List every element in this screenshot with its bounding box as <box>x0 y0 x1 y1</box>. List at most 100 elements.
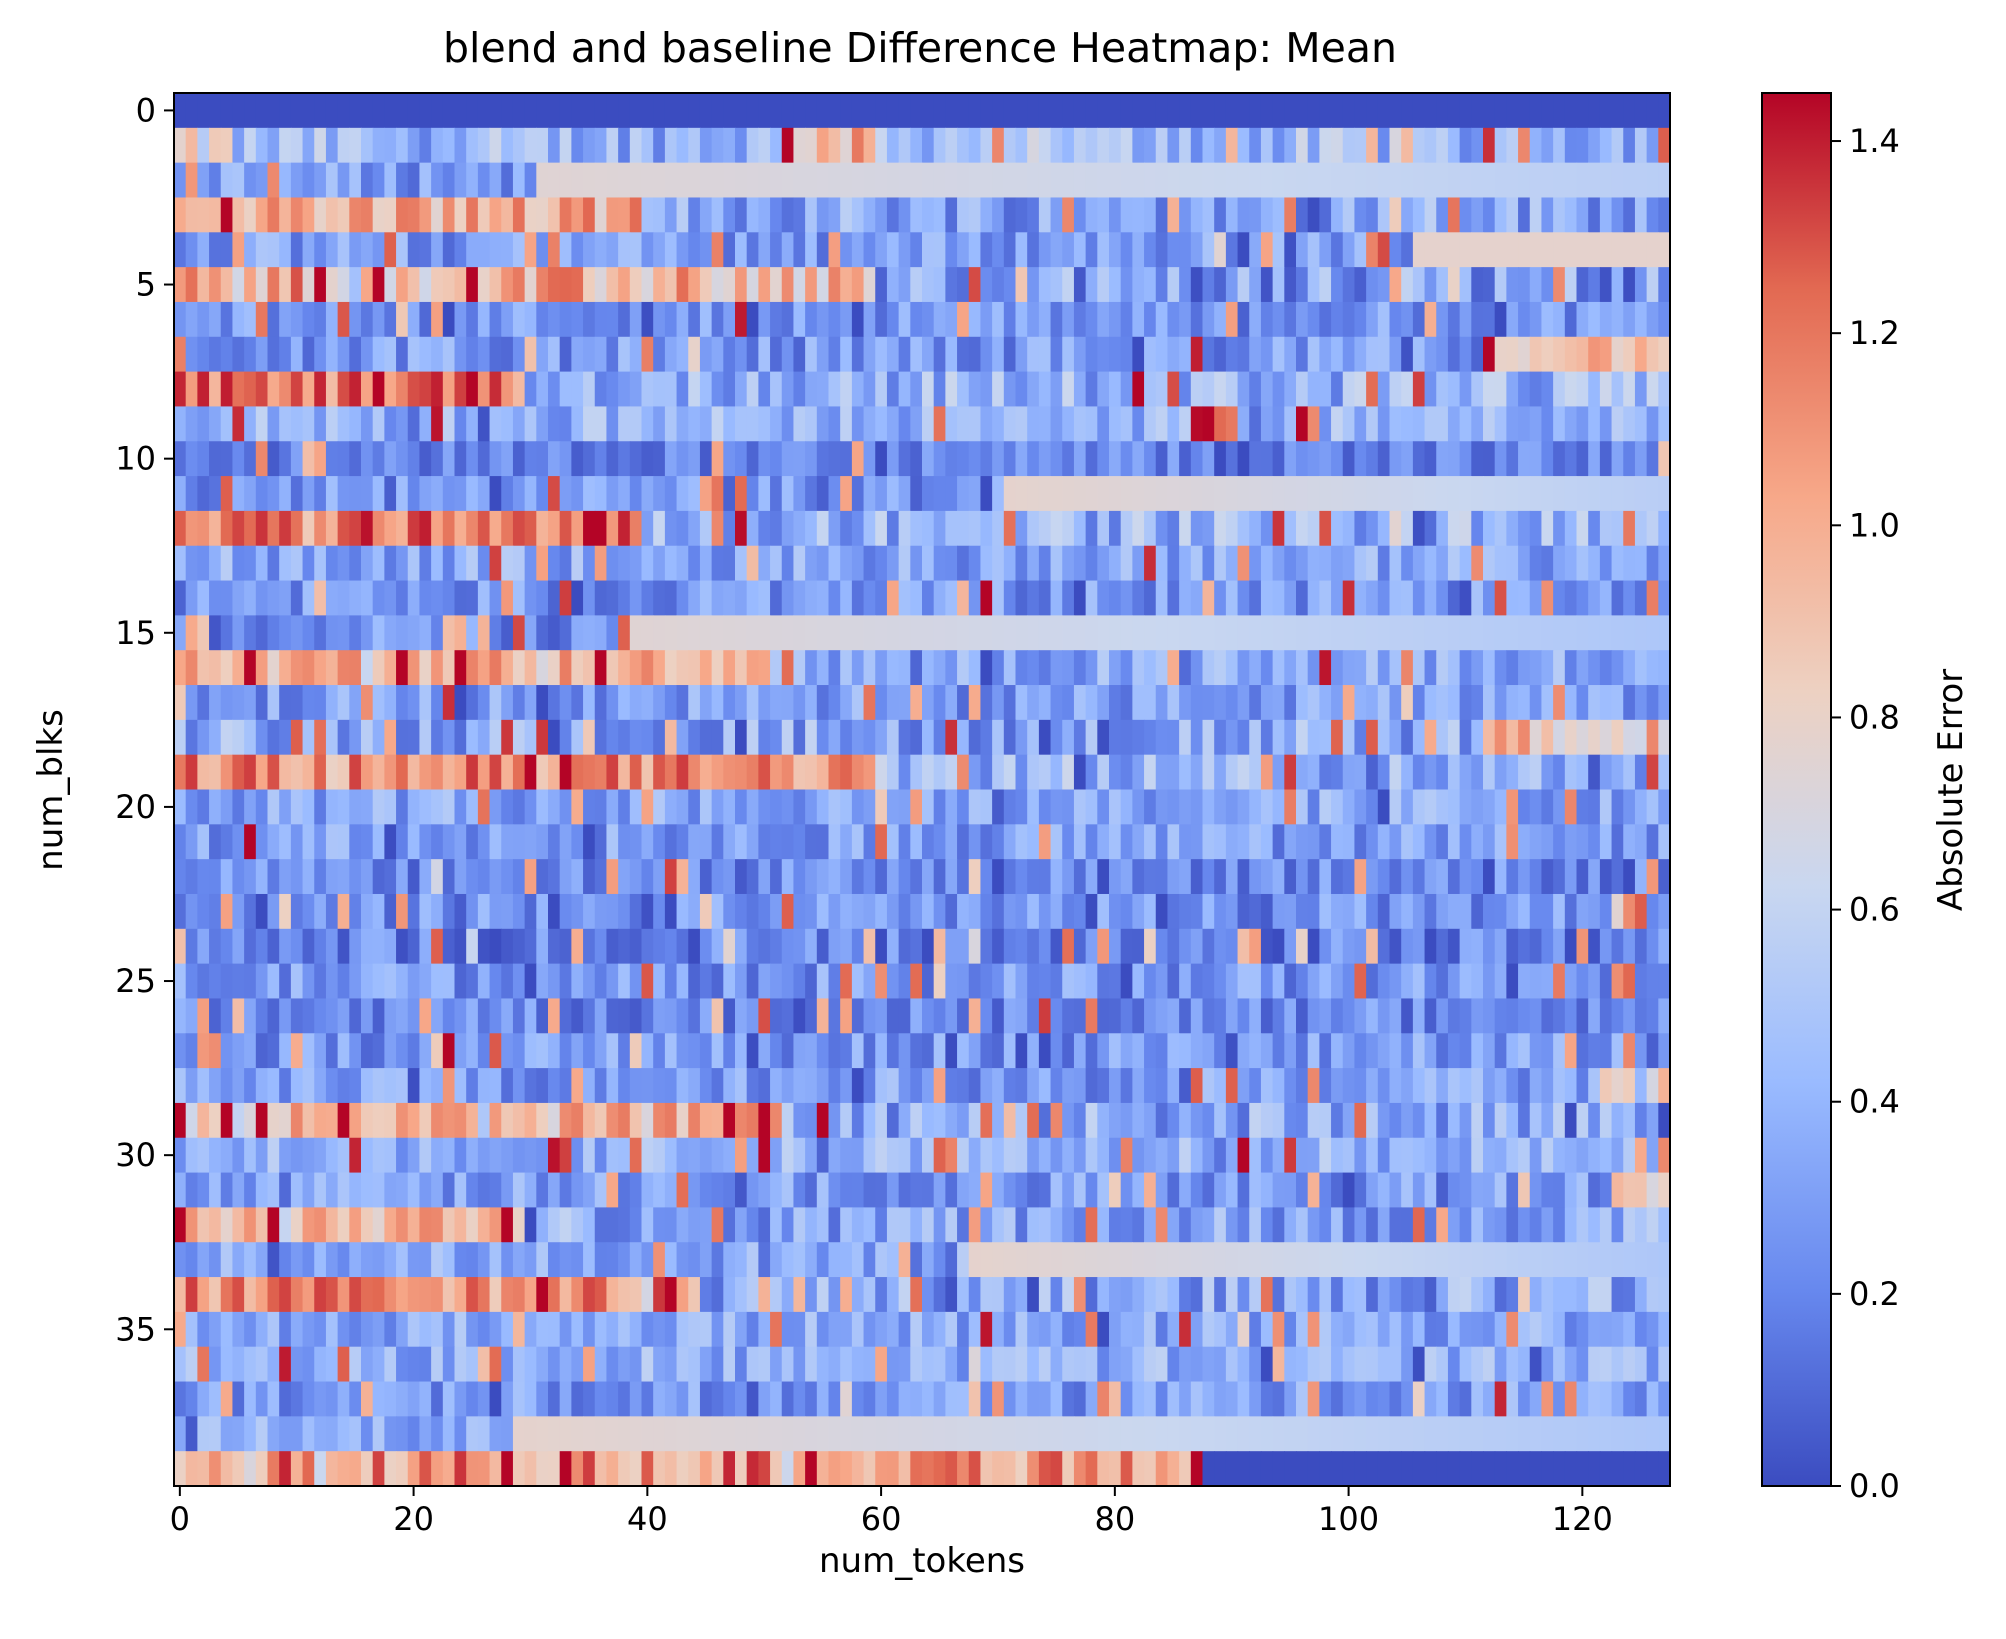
heatmap-cell <box>805 127 818 164</box>
heatmap-cell <box>1634 301 1648 338</box>
heatmap-cell <box>1225 998 1239 1034</box>
heatmap-cell <box>922 371 935 408</box>
heatmap-cell <box>840 406 853 442</box>
heatmap-cell <box>232 93 245 129</box>
heatmap-cell <box>1027 859 1040 895</box>
heatmap-cell <box>454 1381 467 1417</box>
heatmap-cell <box>606 1068 619 1104</box>
heatmap-cell <box>583 441 596 477</box>
heatmap-cell <box>1576 789 1589 825</box>
heatmap-cell <box>711 232 724 268</box>
heatmap-cell <box>1319 685 1332 721</box>
heatmap-cell <box>1027 963 1040 1000</box>
heatmap-cell <box>1646 1137 1659 1174</box>
heatmap-cell <box>290 963 304 1000</box>
heatmap-cell <box>1155 1277 1169 1313</box>
heatmap-cell <box>185 580 198 616</box>
heatmap-cell <box>337 998 350 1034</box>
heatmap-cell <box>1144 685 1157 721</box>
heatmap-cell <box>1623 441 1636 477</box>
heatmap-cell <box>384 301 397 338</box>
heatmap-cell <box>968 232 982 268</box>
heatmap-cell <box>1237 1381 1250 1417</box>
heatmap-cell <box>314 893 327 930</box>
heatmap-cell <box>1518 371 1531 408</box>
heatmap-cell <box>466 998 479 1034</box>
heatmap-cell <box>466 1346 479 1383</box>
heatmap-cell <box>1401 197 1414 233</box>
heatmap-cell <box>1284 1033 1297 1069</box>
heatmap-cell <box>851 197 865 233</box>
heatmap-cell <box>1225 824 1239 860</box>
heatmap-cell <box>1518 406 1531 442</box>
heatmap-cell <box>1354 1242 1367 1278</box>
heatmap-cell <box>209 893 222 930</box>
heatmap-cell <box>524 1416 537 1452</box>
heatmap-cell <box>337 1277 350 1313</box>
heatmap-cell <box>174 1346 187 1383</box>
heatmap-cell <box>337 824 350 860</box>
heatmap-cell <box>524 859 537 895</box>
heatmap-cell <box>723 615 736 651</box>
heatmap-cell <box>325 650 339 686</box>
heatmap-cell <box>1284 162 1297 199</box>
heatmap-cell <box>337 789 350 825</box>
heatmap-cell <box>781 719 795 756</box>
heatmap-cell <box>489 371 502 408</box>
heatmap-cell <box>314 232 327 268</box>
heatmap-cell <box>454 1311 467 1348</box>
heatmap-cell <box>255 510 269 547</box>
heatmap-cell <box>1401 719 1414 756</box>
heatmap-cell <box>828 1416 841 1452</box>
heatmap-cell <box>1506 719 1519 756</box>
heatmap-cell <box>1494 1242 1507 1278</box>
heatmap-cell <box>594 824 608 860</box>
heatmap-cell <box>1003 650 1017 686</box>
heatmap-cell <box>992 1277 1005 1313</box>
heatmap-cell <box>1319 963 1332 1000</box>
heatmap-cell <box>945 1346 958 1383</box>
heatmap-cell <box>1553 301 1566 338</box>
heatmap-cell <box>548 406 561 442</box>
heatmap-cell <box>559 510 572 547</box>
heatmap-cell <box>536 719 549 756</box>
heatmap-cell <box>501 406 514 442</box>
heatmap-cell <box>1634 719 1648 756</box>
heatmap-cell <box>325 1416 339 1452</box>
heatmap-cell <box>1155 1207 1169 1243</box>
heatmap-cell <box>1120 1311 1133 1348</box>
heatmap-cell <box>431 754 444 791</box>
heatmap-cell <box>1342 371 1356 408</box>
heatmap-cell <box>1447 650 1461 686</box>
heatmap-cell <box>1190 476 1204 512</box>
heatmap-cell <box>442 789 456 825</box>
heatmap-cell <box>1144 476 1157 512</box>
heatmap-cell <box>1494 1311 1507 1348</box>
heatmap-cell <box>968 1068 982 1104</box>
heatmap-cell <box>1202 1311 1215 1348</box>
heatmap-cell <box>1377 893 1391 930</box>
heatmap-cell <box>1167 1277 1180 1313</box>
heatmap-cell <box>536 93 549 129</box>
heatmap-cell <box>1062 510 1075 547</box>
heatmap-cell <box>1003 754 1017 791</box>
heatmap-cell <box>185 267 198 303</box>
heatmap-cell <box>1564 1033 1578 1069</box>
heatmap-cell <box>1541 336 1554 373</box>
heatmap-cell <box>174 789 187 825</box>
heatmap-cell <box>325 197 339 233</box>
heatmap-cell <box>770 1172 783 1209</box>
heatmap-cell <box>325 1102 339 1139</box>
heatmap-cell <box>1436 301 1449 338</box>
heatmap-cell <box>1038 615 1052 651</box>
heatmap-cell <box>816 406 830 442</box>
heatmap-cell <box>197 824 210 860</box>
heatmap-cell <box>1272 127 1285 164</box>
heatmap-cell <box>559 441 572 477</box>
heatmap-cell <box>1120 441 1133 477</box>
heatmap-cell <box>1658 1381 1671 1417</box>
heatmap-cell <box>1296 1102 1309 1139</box>
heatmap-cell <box>980 162 993 199</box>
heatmap-cell <box>1307 1416 1320 1452</box>
heatmap-cell <box>746 162 759 199</box>
